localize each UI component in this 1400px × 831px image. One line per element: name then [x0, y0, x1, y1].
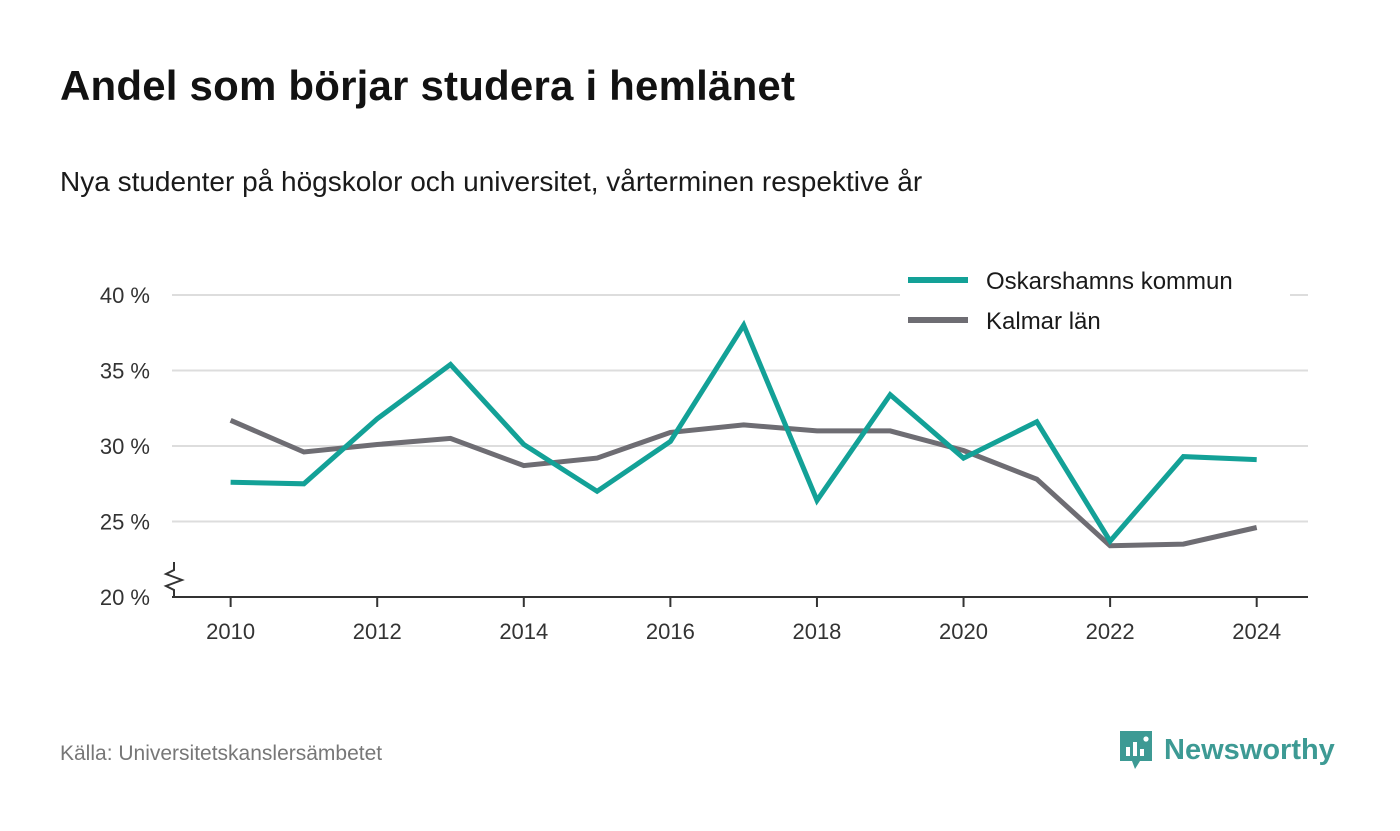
source-note: Källa: Universitetskanslersämbetet: [60, 742, 383, 765]
y-axis-break-mark: [163, 562, 185, 597]
y-tick-label: 30 %: [100, 434, 150, 459]
x-tick-label: 2012: [353, 619, 402, 644]
y-tick-label: 20 %: [100, 585, 150, 610]
x-tick-label: 2024: [1232, 619, 1281, 644]
brand-name: Newsworthy: [1164, 733, 1335, 766]
y-tick-label: 25 %: [100, 510, 150, 535]
axes: 20 % 25 % 30 % 35 % 40 % 2010 2012 2014 2016 2018…: [100, 283, 1308, 644]
y-tick-label: 35 %: [100, 359, 150, 384]
newsworthy-logo-icon: [1120, 731, 1152, 769]
legend: Oskarshamns kommun Kalmar län: [900, 262, 1290, 342]
x-tick-label: 2022: [1086, 619, 1135, 644]
x-tick-label: 2014: [499, 619, 548, 644]
x-tick-label: 2018: [792, 619, 841, 644]
chart-title: Andel som börjar studera i hemlänet: [60, 62, 796, 109]
series-lines: [229, 319, 1258, 549]
legend-label: Oskarshamns kommun: [986, 268, 1233, 295]
chart-subtitle: Nya studenter på högskolor och universit…: [60, 166, 923, 197]
x-tick-label: 2020: [939, 619, 988, 644]
y-tick-label: 40 %: [100, 283, 150, 308]
brand-logo: Newsworthy: [1118, 728, 1335, 772]
x-tick-label: 2010: [206, 619, 255, 644]
x-tick-label: 2016: [646, 619, 695, 644]
line-chart: 20 % 25 % 30 % 35 % 40 % 2010 2012 2014 2016 2018…: [99, 262, 1308, 644]
legend-label: Kalmar län: [986, 308, 1101, 335]
series-line-kalmar: [229, 418, 1258, 549]
legend-background: [900, 262, 1290, 342]
series-line-oskarshamn: [230, 319, 1257, 546]
